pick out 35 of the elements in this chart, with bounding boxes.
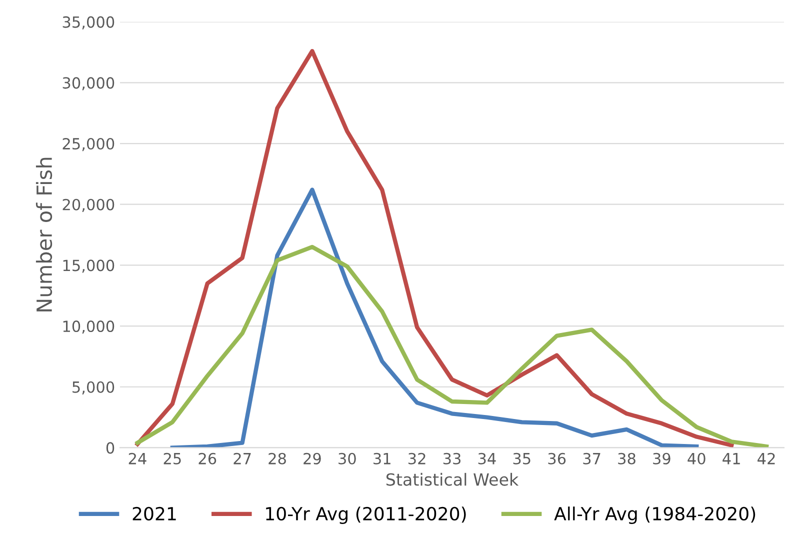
y-tick-label: 5,000 — [72, 381, 114, 394]
x-tick-label: 33 — [443, 452, 460, 464]
line-series — [135, 48, 734, 448]
x-tick-label: 30 — [338, 452, 356, 464]
y-tick-label: 30,000 — [62, 77, 114, 90]
x-tick-label: 32 — [408, 452, 426, 464]
x-tick-label: 24 — [128, 452, 146, 464]
x-tick-label: 26 — [198, 452, 216, 464]
x-tick-label: 37 — [583, 452, 600, 464]
y-tick-label: 0 — [106, 442, 114, 454]
x-tick-label: 35 — [513, 452, 530, 464]
y-tick-label: 10,000 — [63, 320, 114, 334]
y-axis-title: Number of Fish — [36, 158, 52, 312]
x-tick-label: 36 — [548, 452, 566, 464]
y-tick-label: 20,000 — [62, 198, 114, 212]
x-tick-label: 40 — [688, 452, 706, 464]
x-tick-label: 38 — [618, 452, 636, 464]
legend-label: 10-Yr Avg (2011-2020) — [266, 506, 466, 524]
legend-label: 2021 — [132, 506, 176, 521]
x-tick-label: 42 — [758, 452, 775, 464]
x-tick-label: 29 — [304, 452, 321, 464]
y-tick-label: 35,000 — [62, 16, 114, 30]
x-tick-label: 39 — [653, 452, 670, 464]
line-series — [170, 188, 699, 448]
line-series — [135, 244, 769, 448]
y-tick-label: 25,000 — [62, 138, 114, 152]
x-tick-label: 25 — [164, 452, 181, 464]
legend-label: All-Yr Avg (1984-2020) — [554, 506, 756, 524]
x-tick-label: 31 — [374, 452, 390, 464]
x-tick-label: 28 — [268, 452, 286, 464]
x-tick-label: 34 — [478, 452, 496, 464]
x-axis-title: Statistical Week — [386, 472, 519, 486]
y-tick-label: 15,000 — [63, 260, 114, 273]
x-tick-label: 41 — [722, 453, 740, 464]
x-tick-label: 27 — [234, 452, 251, 464]
